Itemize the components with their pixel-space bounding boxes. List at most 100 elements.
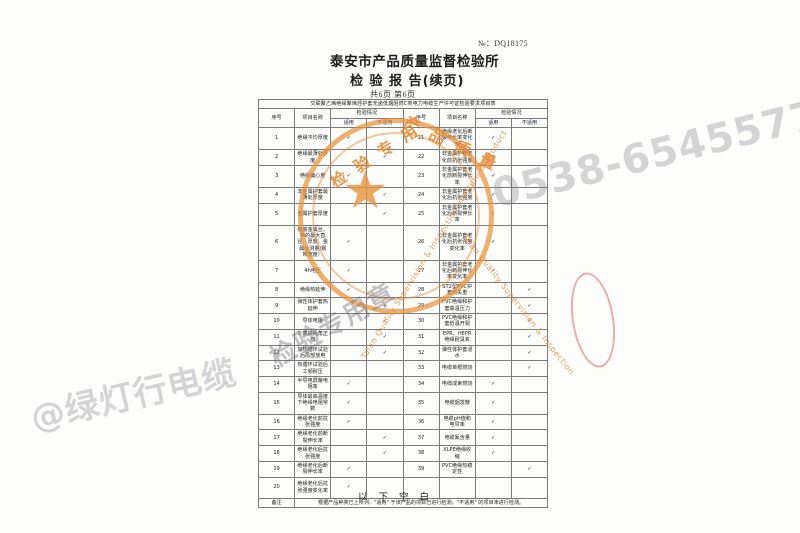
row-item-name-right: 电缆氟含量 [438, 429, 476, 447]
row-applicable-right: ✓ [474, 259, 512, 283]
row-index-left: 9 [257, 297, 296, 315]
row-applicable-right: ✓ [474, 375, 512, 393]
row-item-name-left: 导体最高温度下绝缘电阻常数 [294, 391, 332, 415]
row-not-applicable-left: ✓ [366, 202, 404, 226]
row-not-applicable-right [510, 202, 549, 226]
row-applicable-right [474, 476, 512, 499]
row-not-applicable-right: ✓ [510, 313, 549, 330]
header-not-applicable-right: 不适用 [510, 117, 549, 129]
row-not-applicable-left [366, 164, 404, 188]
row-not-applicable-left: ✓ [366, 429, 404, 447]
row-applicable-left [330, 297, 368, 315]
row-not-applicable-left [366, 224, 404, 261]
row-not-applicable-left [366, 413, 404, 431]
row-not-applicable-right [510, 391, 549, 415]
header-status-left: 检验情况 [330, 108, 404, 119]
note-text: 根据产品种类已上所列："适用" 于该产品的项目已进行检测，"不适用" 的项目未进… [294, 497, 548, 508]
row-item-name-left: 绝缘老化后断裂伸长率 [294, 460, 332, 478]
row-item-name-right [438, 476, 476, 499]
row-item-name-right: 非金属护套老化前抗张强度 [438, 149, 476, 166]
row-item-name-left: 加热循环试验后局部放电 [294, 344, 332, 362]
row-item-name-left: 导体电阻 [294, 313, 332, 330]
row-applicable-right [474, 297, 512, 315]
row-applicable-right: ✓ [474, 224, 512, 261]
row-item-name-right: 非金属护套老化后断裂伸长率 [438, 202, 476, 226]
row-applicable-left: ✓ [330, 413, 368, 431]
watermark-company: @绿灯行电缆 [26, 352, 241, 440]
row-index-left: 10 [257, 313, 296, 330]
row-item-name-right: 非金属护套老化后抗张强度 [438, 186, 476, 204]
row-index-right: 23 [402, 164, 440, 188]
table-row: 17 绝缘老化前断裂伸长率 ✓ 37 电缆氟含量 ✓ [257, 429, 549, 447]
row-index-left: 1 [257, 127, 296, 151]
row-item-name-right: 非金属护套老化后断裂伸长率变化率 [438, 259, 476, 283]
row-index-right: 28 [402, 281, 440, 299]
row-index-right: 38 [402, 445, 440, 462]
row-index-right: 25 [402, 202, 440, 226]
row-not-applicable-right [510, 429, 549, 447]
row-item-name-right: 电缆单根燃烧 [438, 360, 476, 377]
row-not-applicable-left: ✓ [366, 313, 404, 330]
row-item-name-right: PVC绝缘和护套低温开裂 [438, 313, 476, 330]
row-applicable-left [330, 328, 368, 346]
row-index-right: 22 [402, 149, 440, 166]
table-row: 9 弹性体护套热延伸 ✓ 29 PVC绝缘和护套高温压力 ✓ [257, 297, 549, 315]
header-status-right: 检验情况 [474, 108, 549, 119]
row-item-name-right: XLPE绝缘收缩 [438, 445, 476, 462]
blank-below-text: 以 下 空 白 [358, 492, 434, 503]
table-row: 7 4h电压 ✓ 27 非金属护套老化后断裂伸长率变化率 ✓ [257, 259, 549, 283]
row-item-name-right: EPR、HEPR绝缘耐臭氧 [438, 328, 476, 346]
row-index-right: 26 [402, 224, 440, 261]
table-row: 12 加热循环试验后局部放电 ✓ 32 弹性体护套浸水 ✓ [257, 344, 549, 362]
row-not-applicable-left [366, 391, 404, 415]
row-not-applicable-left: ✓ [366, 186, 404, 204]
row-index-right: 31 [402, 328, 440, 346]
table-row: 6 铠装金属丝、带的最大直径、厚度、金属丝测量/钢带宽度） ✓ 26 非金属护套老化后抗… [257, 224, 549, 261]
row-index-right: 27 [402, 259, 440, 283]
row-applicable-right [474, 344, 512, 362]
row-item-name-right: 电缆pH值和电导率 [438, 413, 476, 431]
row-item-name-right: 非金属护套老化前断裂伸长率 [438, 164, 476, 188]
row-index-right: 35 [402, 391, 440, 415]
page-title: 检 验 报 告(续页) [350, 74, 465, 89]
row-index-left: 17 [257, 429, 296, 447]
row-index-left: 18 [257, 445, 296, 462]
row-not-applicable-left [366, 281, 404, 299]
row-item-name-left: 绝缘平均厚度 [294, 127, 332, 151]
row-applicable-right [474, 313, 512, 330]
row-index-left: 20 [257, 476, 296, 499]
row-index-left: 3 [257, 164, 296, 188]
row-index-left: 12 [257, 344, 296, 362]
row-item-name-left: 弹性体护套热延伸 [294, 297, 332, 315]
row-applicable-right: ✓ [474, 164, 512, 188]
row-applicable-right [474, 328, 512, 346]
row-item-name-right: 弹性体护套浸水 [438, 344, 476, 362]
row-applicable-left: ✓ [330, 127, 368, 151]
row-not-applicable-left [366, 360, 404, 377]
row-applicable-left: ✓ [330, 259, 368, 283]
row-not-applicable-left [366, 127, 404, 151]
table-row: 15 导体最高温度下绝缘电阻常数 ✓ 35 电缆烟发散 ✓ [257, 391, 549, 415]
row-not-applicable-left: ✓ [366, 328, 404, 346]
table-row: 2 绝缘最薄处厚度 ✓ 22 非金属护套老化前抗张强度 ✓ [257, 149, 549, 166]
row-item-name-left: 介质损耗角正切 [294, 328, 332, 346]
row-applicable-right: ✓ [474, 445, 512, 462]
row-not-applicable-left: ✓ [366, 149, 404, 166]
document-number: №：DQ18175 [478, 39, 528, 48]
row-not-applicable-right [510, 149, 549, 166]
row-applicable-left: ✓ [330, 281, 368, 299]
inspection-items-table: 交联聚乙烯绝缘聚烯烃护套无卤低烟阻燃C类电力电缆生产许可证检验要求项目表 序号 … [257, 98, 549, 508]
header-index-right: 序号 [402, 108, 440, 129]
red-stamp-mark [564, 269, 622, 371]
row-applicable-right: ✓ [474, 149, 512, 166]
row-item-name-right: 绝缘老化后断裂伸长率变化率 [438, 127, 476, 151]
row-index-right: 21 [402, 127, 440, 151]
row-index-left: 6 [257, 224, 296, 261]
row-applicable-right [474, 360, 512, 377]
row-applicable-left [330, 149, 368, 166]
note-label: 备注 [257, 497, 296, 508]
row-not-applicable-right [510, 164, 549, 188]
row-applicable-left: ✓ [330, 224, 368, 261]
row-applicable-right: ✓ [474, 186, 512, 204]
row-index-left: 2 [257, 149, 296, 166]
